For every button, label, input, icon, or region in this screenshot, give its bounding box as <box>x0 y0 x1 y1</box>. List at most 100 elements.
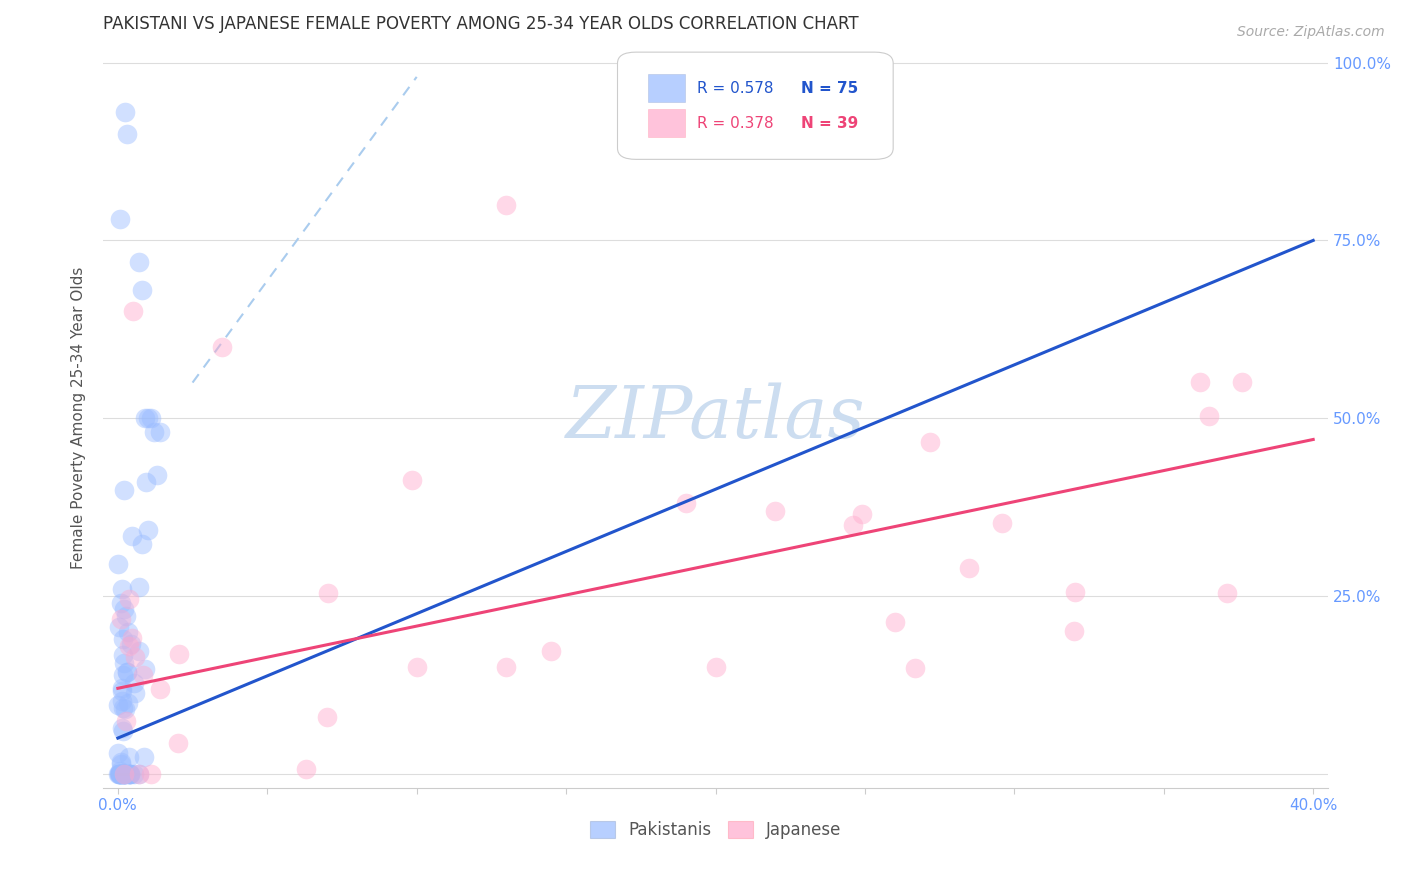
Point <box>110 756 132 771</box>
Point <box>124 766 146 780</box>
Point <box>111 766 134 780</box>
Y-axis label: Female Poverty Among 25-34 Year Olds: Female Poverty Among 25-34 Year Olds <box>72 267 86 569</box>
Bar <box>648 74 685 103</box>
Point <box>112 766 135 780</box>
Point <box>114 483 136 497</box>
Point <box>118 766 141 780</box>
Point <box>111 632 134 647</box>
Point <box>107 746 129 760</box>
Text: ZIPatlas: ZIPatlas <box>565 383 865 453</box>
Point <box>120 766 142 780</box>
Point <box>166 736 188 750</box>
Point <box>884 615 907 629</box>
Point <box>108 766 131 780</box>
FancyBboxPatch shape <box>617 52 893 160</box>
Point <box>118 766 141 780</box>
Point <box>111 694 134 708</box>
Point <box>495 660 517 674</box>
Point <box>920 435 942 450</box>
Text: N = 39: N = 39 <box>801 116 859 130</box>
Point <box>112 766 135 780</box>
Point <box>108 766 131 780</box>
Legend: Pakistanis, Japanese: Pakistanis, Japanese <box>583 814 848 846</box>
Point <box>117 665 139 680</box>
Point <box>141 766 163 780</box>
Point <box>128 254 150 268</box>
Point <box>114 702 136 716</box>
Point <box>110 766 132 780</box>
Point <box>118 766 141 780</box>
Point <box>112 766 135 780</box>
Point <box>114 105 136 120</box>
Point <box>132 750 155 764</box>
Point <box>134 662 156 676</box>
Point <box>121 631 143 645</box>
Text: R = 0.578: R = 0.578 <box>697 81 773 95</box>
Point <box>149 681 172 696</box>
Point <box>110 755 132 769</box>
Point <box>115 665 138 679</box>
Point <box>114 766 136 780</box>
Point <box>145 468 167 483</box>
Point <box>121 304 143 318</box>
Point <box>1232 375 1254 389</box>
Point <box>112 724 135 739</box>
Point <box>114 766 136 780</box>
Point <box>135 475 157 490</box>
Point <box>495 198 517 212</box>
Point <box>167 647 190 661</box>
Point <box>107 698 129 713</box>
Point <box>128 580 150 594</box>
Point <box>704 660 727 674</box>
Point <box>763 503 786 517</box>
Point <box>111 722 134 736</box>
Point <box>108 766 131 780</box>
Text: PAKISTANI VS JAPANESE FEMALE POVERTY AMONG 25-34 YEAR OLDS CORRELATION CHART: PAKISTANI VS JAPANESE FEMALE POVERTY AMO… <box>103 15 859 33</box>
Point <box>120 636 142 650</box>
Point <box>316 710 339 724</box>
Point <box>115 609 138 624</box>
Point <box>1198 409 1220 423</box>
Point <box>110 766 132 780</box>
Point <box>136 411 159 425</box>
Point <box>108 766 131 780</box>
Point <box>1189 375 1212 389</box>
Point <box>112 766 135 780</box>
Bar <box>648 109 685 137</box>
Text: R = 0.378: R = 0.378 <box>697 116 773 130</box>
Point <box>111 701 134 715</box>
Point <box>112 648 135 662</box>
Point <box>675 496 697 510</box>
Point <box>117 696 139 710</box>
Point <box>128 766 150 780</box>
Point <box>108 766 131 780</box>
Point <box>142 425 165 440</box>
Point <box>111 681 134 695</box>
Point <box>112 601 135 615</box>
Point <box>959 561 981 575</box>
Point <box>131 537 153 551</box>
Point <box>211 340 233 354</box>
Point <box>118 766 141 780</box>
Point <box>115 766 138 780</box>
Point <box>110 766 132 780</box>
Point <box>111 667 134 681</box>
Point <box>107 620 129 634</box>
Point <box>108 764 131 778</box>
Point <box>1063 624 1085 639</box>
Point <box>851 507 873 521</box>
Point <box>295 762 318 776</box>
Point <box>134 411 156 425</box>
Point <box>139 411 162 425</box>
Point <box>118 639 141 653</box>
Point <box>124 650 146 665</box>
Point <box>128 766 150 780</box>
Point <box>115 127 138 141</box>
Point <box>1063 584 1085 599</box>
Point <box>841 517 863 532</box>
Point <box>124 686 146 700</box>
Point <box>540 644 562 658</box>
Point <box>110 612 132 626</box>
Text: N = 75: N = 75 <box>801 81 859 95</box>
Point <box>121 529 143 543</box>
